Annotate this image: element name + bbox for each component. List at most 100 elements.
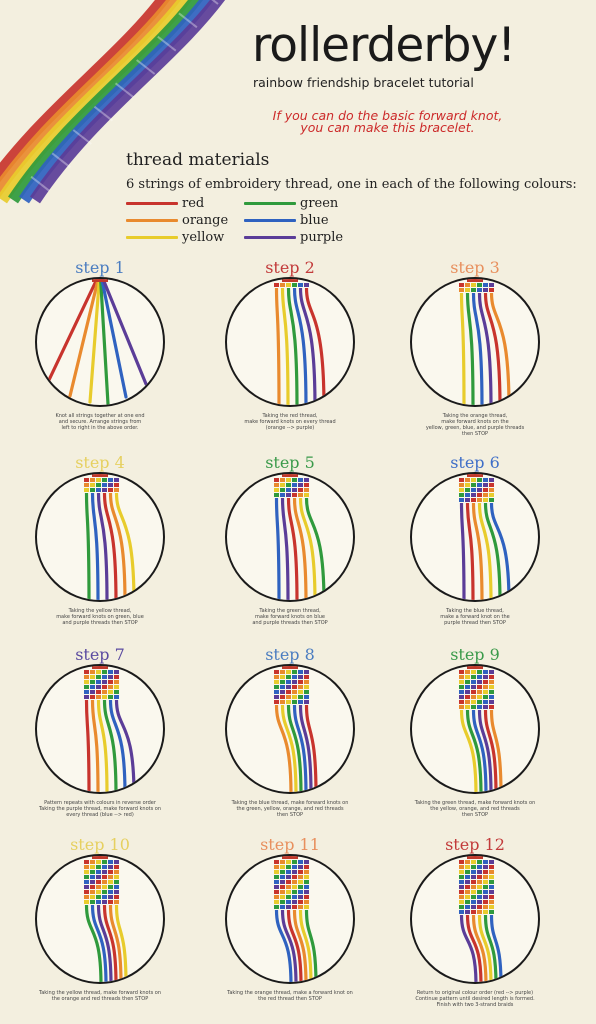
knot xyxy=(471,488,476,492)
knot xyxy=(489,670,494,674)
knot xyxy=(483,288,488,292)
knot xyxy=(292,890,297,894)
knot xyxy=(102,675,107,679)
knot xyxy=(298,483,303,487)
knot xyxy=(477,910,482,914)
thread-strand xyxy=(114,699,136,792)
knot xyxy=(477,890,482,894)
knot xyxy=(298,900,303,904)
thread-strand xyxy=(292,287,308,405)
knot xyxy=(459,910,464,914)
caption-line: Taking the orange thread, make a forward… xyxy=(227,990,353,996)
knot xyxy=(298,865,303,869)
knot xyxy=(489,283,494,287)
knot xyxy=(298,890,303,894)
knot xyxy=(280,905,285,909)
knot xyxy=(286,700,291,704)
knot xyxy=(102,478,107,482)
knot xyxy=(90,890,95,894)
knot xyxy=(114,670,119,674)
knot xyxy=(298,885,303,889)
knot xyxy=(483,885,488,889)
knot xyxy=(102,680,107,684)
knot xyxy=(286,670,291,674)
knot xyxy=(483,695,488,699)
caption-line: left to right in the above order. xyxy=(61,425,139,431)
knot xyxy=(84,880,89,884)
material-item-blue: blue xyxy=(244,212,329,229)
knot xyxy=(465,880,470,884)
knot xyxy=(274,690,279,694)
knot xyxy=(459,675,464,679)
knot xyxy=(292,885,297,889)
step-8: step 8 Taking the blue thread, make forwa… xyxy=(210,645,370,825)
caption-line: then STOP xyxy=(276,812,304,818)
knot xyxy=(459,690,464,694)
knot xyxy=(465,283,470,287)
knot xyxy=(274,283,279,287)
step-diagram xyxy=(225,664,355,794)
knot xyxy=(471,860,476,864)
knot xyxy=(96,690,101,694)
knot xyxy=(286,880,291,884)
thread-strand xyxy=(84,492,91,600)
thread-strand xyxy=(90,492,100,600)
step-caption: Taking the blue thread, make a forward kn… xyxy=(395,608,555,626)
knot xyxy=(489,900,494,904)
knot xyxy=(274,905,279,909)
thread-strand xyxy=(286,704,303,792)
knot xyxy=(96,685,101,689)
knot xyxy=(292,865,297,869)
knot xyxy=(477,860,482,864)
knot xyxy=(465,685,470,689)
knot xyxy=(108,870,113,874)
step-2: step 2 Taking the red thread, make forward… xyxy=(210,258,370,438)
diagram-circle xyxy=(225,472,355,602)
knot xyxy=(274,900,279,904)
step-diagram xyxy=(410,277,540,407)
knot xyxy=(459,488,464,492)
knot xyxy=(483,478,488,482)
diagram-circle xyxy=(35,664,165,794)
caption-line: Continue pattern until desired length is… xyxy=(415,996,535,1002)
page-subtitle: rainbow friendship bracelet tutorial xyxy=(253,75,474,90)
step-caption: Taking the red thread, make forward knots… xyxy=(210,413,370,431)
knot xyxy=(292,488,297,492)
knot xyxy=(304,478,309,482)
knot xyxy=(483,675,488,679)
caption-line: Taking the yellow thread, xyxy=(68,608,132,614)
knot xyxy=(280,875,285,879)
knot xyxy=(96,670,101,674)
knot xyxy=(114,685,119,689)
knot xyxy=(459,670,464,674)
knot xyxy=(304,905,309,909)
caption-line: Finish with two 3-strand braids xyxy=(436,1002,514,1008)
knot xyxy=(286,488,291,492)
knot xyxy=(489,695,494,699)
thread-strand xyxy=(90,699,100,792)
step-diagram xyxy=(225,277,355,407)
knot xyxy=(471,910,476,914)
caption-line: Taking the green thread, make forward kn… xyxy=(414,800,536,806)
knot xyxy=(102,860,107,864)
step-4: step 4 Taking the yellow thread, make forw… xyxy=(20,453,180,633)
knot xyxy=(280,880,285,884)
knot xyxy=(96,695,101,699)
knot xyxy=(477,695,482,699)
thread-strand xyxy=(489,292,511,405)
knot xyxy=(108,885,113,889)
knot xyxy=(483,860,488,864)
knot xyxy=(108,690,113,694)
knot xyxy=(286,478,291,482)
knot xyxy=(108,900,113,904)
thread-strand xyxy=(274,497,281,600)
knot xyxy=(84,890,89,894)
thread-swatch xyxy=(244,202,296,205)
knot xyxy=(90,483,95,487)
knot xyxy=(489,690,494,694)
knot xyxy=(108,488,113,492)
step-diagram xyxy=(225,472,355,602)
knot xyxy=(304,890,309,894)
knot xyxy=(304,283,309,287)
knot xyxy=(459,700,464,704)
